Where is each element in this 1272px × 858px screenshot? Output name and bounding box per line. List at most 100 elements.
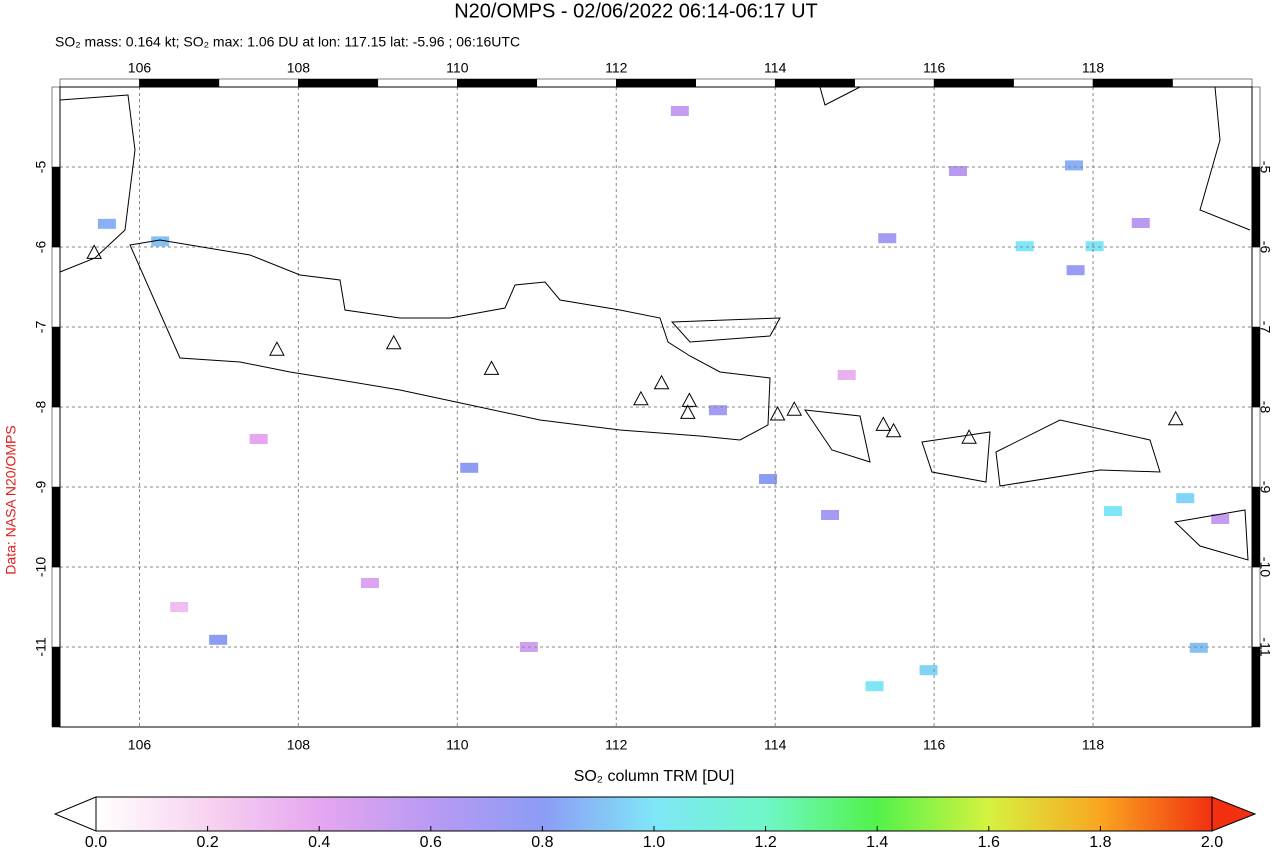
colorbar-under	[53, 796, 97, 832]
colorbar-tick-label: 1.0	[643, 834, 665, 851]
colorbar-label: SO₂ column TRM [DU]	[574, 768, 735, 785]
volcano	[86, 244, 103, 259]
so2-cell	[1015, 241, 1034, 252]
volcano	[385, 334, 402, 350]
frame-bar	[51, 86, 61, 168]
frame-bar	[1251, 246, 1261, 328]
so2-cell	[170, 602, 189, 612]
frame-bar	[377, 78, 458, 88]
so2-cell	[460, 462, 479, 473]
x-tick-label: 112	[605, 60, 628, 76]
volcano	[875, 416, 892, 431]
coastlines	[59, 86, 1251, 561]
frame-bar	[1092, 78, 1173, 88]
so2-cell	[360, 578, 379, 588]
frame-bar	[51, 326, 61, 408]
so2-cell	[1066, 265, 1085, 276]
colorbar-over	[1211, 796, 1257, 832]
credit: Data: NASA N20/OMPS	[3, 425, 19, 574]
frame-bar	[1251, 326, 1261, 408]
x-tick-label: 106	[128, 60, 152, 76]
frame-bar	[1251, 406, 1261, 488]
frame-bar	[536, 78, 617, 88]
volcano	[483, 360, 500, 375]
frame-bar	[616, 78, 696, 88]
so2-cell	[837, 370, 856, 380]
frame-bar	[218, 78, 299, 88]
so2-cell	[1131, 218, 1150, 228]
so2-cell	[865, 681, 884, 692]
colorbar-tick-label: 1.6	[978, 834, 1000, 851]
frame-bar	[1251, 86, 1261, 168]
so2-cell	[670, 106, 689, 116]
x-tick-label: 110	[446, 60, 469, 76]
x-tick-label: 112	[605, 737, 628, 753]
colorbar-tick-label: 2.0	[1201, 834, 1223, 851]
grid-layer: 106 106 108 108 110 110 112 112 114 114 116 116 118 1…	[33, 60, 1272, 753]
so2-cell	[1211, 514, 1230, 524]
frame-bar	[1251, 486, 1261, 568]
colorbar-tick-label: 0.8	[531, 834, 553, 851]
y-tick-label: -11	[33, 637, 49, 656]
frame-bar	[774, 78, 855, 88]
so2-cell	[948, 166, 967, 176]
colorbar-body	[95, 796, 1213, 832]
coast	[59, 94, 136, 273]
volcano	[653, 374, 670, 390]
colorbar-tick-label: 0.4	[308, 834, 330, 851]
y-tick-label: -8	[1257, 401, 1272, 414]
so2-cell	[878, 233, 897, 244]
y-tick-label: -5	[33, 161, 49, 174]
y-tick-label: -7	[1257, 321, 1272, 334]
so2-cell	[708, 405, 727, 416]
frame-bar	[59, 78, 140, 88]
volcano	[269, 341, 285, 356]
colorbar: 0.0 0.2 0.4 0.6 0.8 1.0 1.2 1.4 1.6 1.8 2.0	[53, 796, 1257, 851]
chart-title: N20/OMPS - 02/06/2022 06:14-06:17 UT	[454, 0, 818, 22]
coast	[129, 239, 771, 441]
x-tick-label: 118	[1082, 737, 1105, 753]
y-tick-label: -11	[1257, 637, 1272, 656]
x-tick-label: 116	[923, 60, 946, 76]
so2-cell	[97, 218, 116, 229]
volcano	[633, 390, 649, 406]
y-tick-label: -9	[33, 481, 49, 494]
frame-bar	[1251, 566, 1261, 648]
frame-bar	[51, 246, 61, 328]
so2-cell	[209, 634, 228, 645]
x-tick-label: 114	[764, 737, 787, 753]
colorbar-tick-label: 0.0	[85, 834, 107, 851]
frame-bar	[139, 78, 220, 88]
volcano	[769, 405, 786, 421]
colorbar-tick-label: 1.2	[754, 834, 776, 851]
chart-subtitle: SO₂ mass: 0.164 kt; SO₂ max: 1.06 DU at …	[55, 34, 520, 50]
x-tick-label: 110	[446, 737, 469, 753]
coast	[995, 419, 1161, 487]
volcano	[1167, 410, 1184, 426]
so2-cell	[1103, 506, 1122, 516]
y-tick-label: -8	[33, 401, 49, 414]
so2-cell	[759, 474, 778, 484]
colorbar-tick-label: 1.4	[866, 834, 888, 851]
y-tick-label: -9	[1257, 481, 1272, 494]
so2-cell	[1064, 160, 1083, 171]
volcano	[961, 429, 977, 444]
volcano-layer	[86, 244, 1184, 444]
so2-cell	[919, 665, 938, 676]
so2-cell	[1189, 642, 1208, 653]
colorbar-tick-label: 0.2	[196, 834, 218, 851]
y-tick-label: -6	[1257, 241, 1272, 254]
frame-bar	[1172, 78, 1253, 88]
x-tick-label: 106	[128, 737, 152, 753]
frame-bar	[1251, 646, 1261, 728]
x-tick-label: 118	[1082, 60, 1105, 76]
x-tick-label: 116	[923, 737, 946, 753]
y-tick-label: -10	[33, 557, 49, 577]
so2-cell	[1176, 493, 1195, 504]
colorbar-tick-label: 0.6	[420, 834, 442, 851]
frame-bar	[1251, 166, 1261, 248]
cell-layer	[97, 106, 1230, 692]
coast	[803, 409, 871, 463]
frame-bar	[933, 78, 1014, 88]
coast	[670, 317, 781, 343]
